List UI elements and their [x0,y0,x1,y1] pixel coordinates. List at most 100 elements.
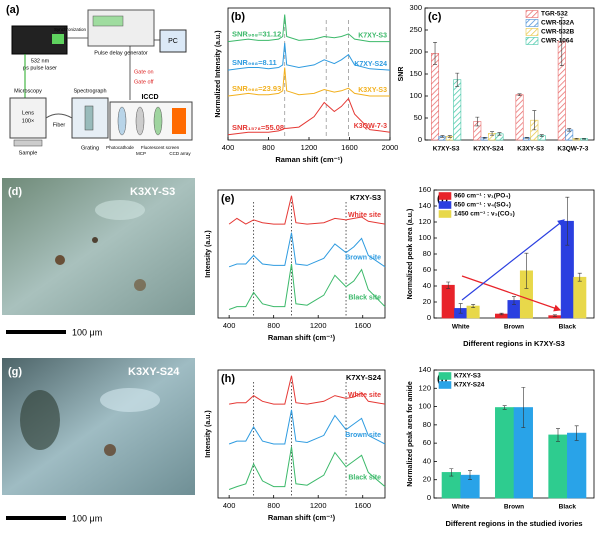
y-tick-label: 140 [418,365,431,374]
error-bar [502,405,507,410]
plot-frame [217,189,386,319]
y-tick-label: 200 [409,47,422,56]
error-bar [532,110,537,131]
micrograph [2,178,195,315]
spectrum [228,195,386,225]
y-tick-label: 40 [423,456,431,465]
error-bar [471,304,476,308]
y-axis-label: Normalized peak area for amide [407,381,414,487]
label: ps pulse laser [23,65,57,71]
spot [95,200,145,220]
y-tick-label: 50 [414,113,422,122]
x-tick-label: 800 [267,501,280,510]
chart-title: K7XY-S24 [346,373,382,382]
spot [100,388,160,412]
error-bar [490,131,495,136]
error-bar [577,272,582,282]
error-bar [497,132,502,136]
error-bar [447,135,452,138]
bar [548,434,568,499]
y-tick-label: 120 [418,383,431,392]
legend-label: TGR-532 [541,11,568,18]
legend-label: K7XY-S3 [454,373,481,380]
x-axis-label: Different regions in K7XY-S3 [463,339,565,348]
x-tick-label: 400 [223,321,236,330]
bar [573,276,587,319]
sample-name: K3XY-S24 [128,366,180,378]
panel-label: (e) [221,193,235,205]
legend-label: 1450 cm⁻¹ : ν₃(CO₃) [454,211,515,218]
legend-label: CWR-532B [541,29,575,36]
y-tick-label: 20 [423,475,431,484]
x-tick-label: K3QW-7-3 [557,146,588,153]
trend-arrow [461,275,562,312]
error-bar [499,312,504,316]
error-bar [524,252,529,289]
display [92,15,124,27]
y-tick-label: 120 [418,217,431,226]
y-tick-label: 20 [423,297,431,306]
sample-stage [13,139,43,147]
label: Gate on [134,69,154,75]
bar [441,284,455,319]
spectrum [227,97,391,136]
series-label: Brown site [345,432,381,439]
y-tick-label: 0 [418,135,422,144]
spectrum [228,446,386,490]
x-tick-label: White [452,504,470,511]
y-tick-label: 80 [423,420,431,429]
y-axis-label: SNR [398,67,405,82]
mcp [135,106,145,136]
y-tick-label: 100 [409,91,422,100]
error-bar [565,196,570,246]
series-label: Brown site [345,255,381,262]
y-tick-label: 100 [418,402,431,411]
x-tick-label: 400 [223,501,236,510]
y-tick-label: 300 [409,3,422,12]
label: Grating [81,145,99,151]
setup-diagram: (a) 532 nm ps pulse laser Synchronizatio… [6,4,193,156]
spectrum [227,42,391,71]
error-bar [458,303,463,314]
x-tick-label: 1200 [301,143,318,152]
x-axis-label: Raman shift (cm⁻¹) [268,513,336,522]
error-bar [440,135,445,138]
series-label: White site [348,212,381,219]
x-tick-label: K7XY-S3 [433,146,460,153]
photo-panel: (d) K3XY-S3 100 μm [2,178,195,337]
y-tick-label: 100 [418,233,431,242]
legend-swatch [438,201,452,209]
error-bar [524,137,529,139]
x-tick-label: 1600 [354,321,371,330]
y-tick-label: 80 [423,249,431,258]
panel-label: (a) [6,4,20,16]
sample-name: K3XY-S3 [130,186,175,198]
series-label: Black site [348,474,381,481]
spectrum [227,67,390,97]
x-tick-label: 1600 [341,143,358,152]
spot [104,444,116,456]
x-tick-label: Black [559,504,577,511]
series-label: K3XY-S3 [358,87,387,94]
scale-label: 100 μm [72,327,102,337]
y-axis-label: Normalized peak area (a.u.) [407,209,414,300]
spectrum [228,263,386,310]
legend-swatch [525,10,539,18]
photo-panel: (g) K3XY-S24 100 μm [2,358,195,523]
legend-swatch [438,192,452,200]
annotation: SNR₉₆₈=23.93 [232,84,281,93]
error-bar [567,128,572,132]
label: ICCD [141,94,158,101]
x-tick-label: 800 [262,143,275,152]
x-tick-label: 400 [222,143,235,152]
y-tick-label: 40 [423,281,431,290]
x-tick-label: 2000 [382,143,399,152]
x-tick-label: K7XY-S24 [473,146,504,153]
panel-label: (g) [8,366,22,378]
screen [153,106,163,136]
legend-swatch [438,381,452,389]
bar [567,432,587,499]
spot [20,390,60,450]
legend-label: CWR-532A [541,20,575,27]
bar [495,407,515,499]
